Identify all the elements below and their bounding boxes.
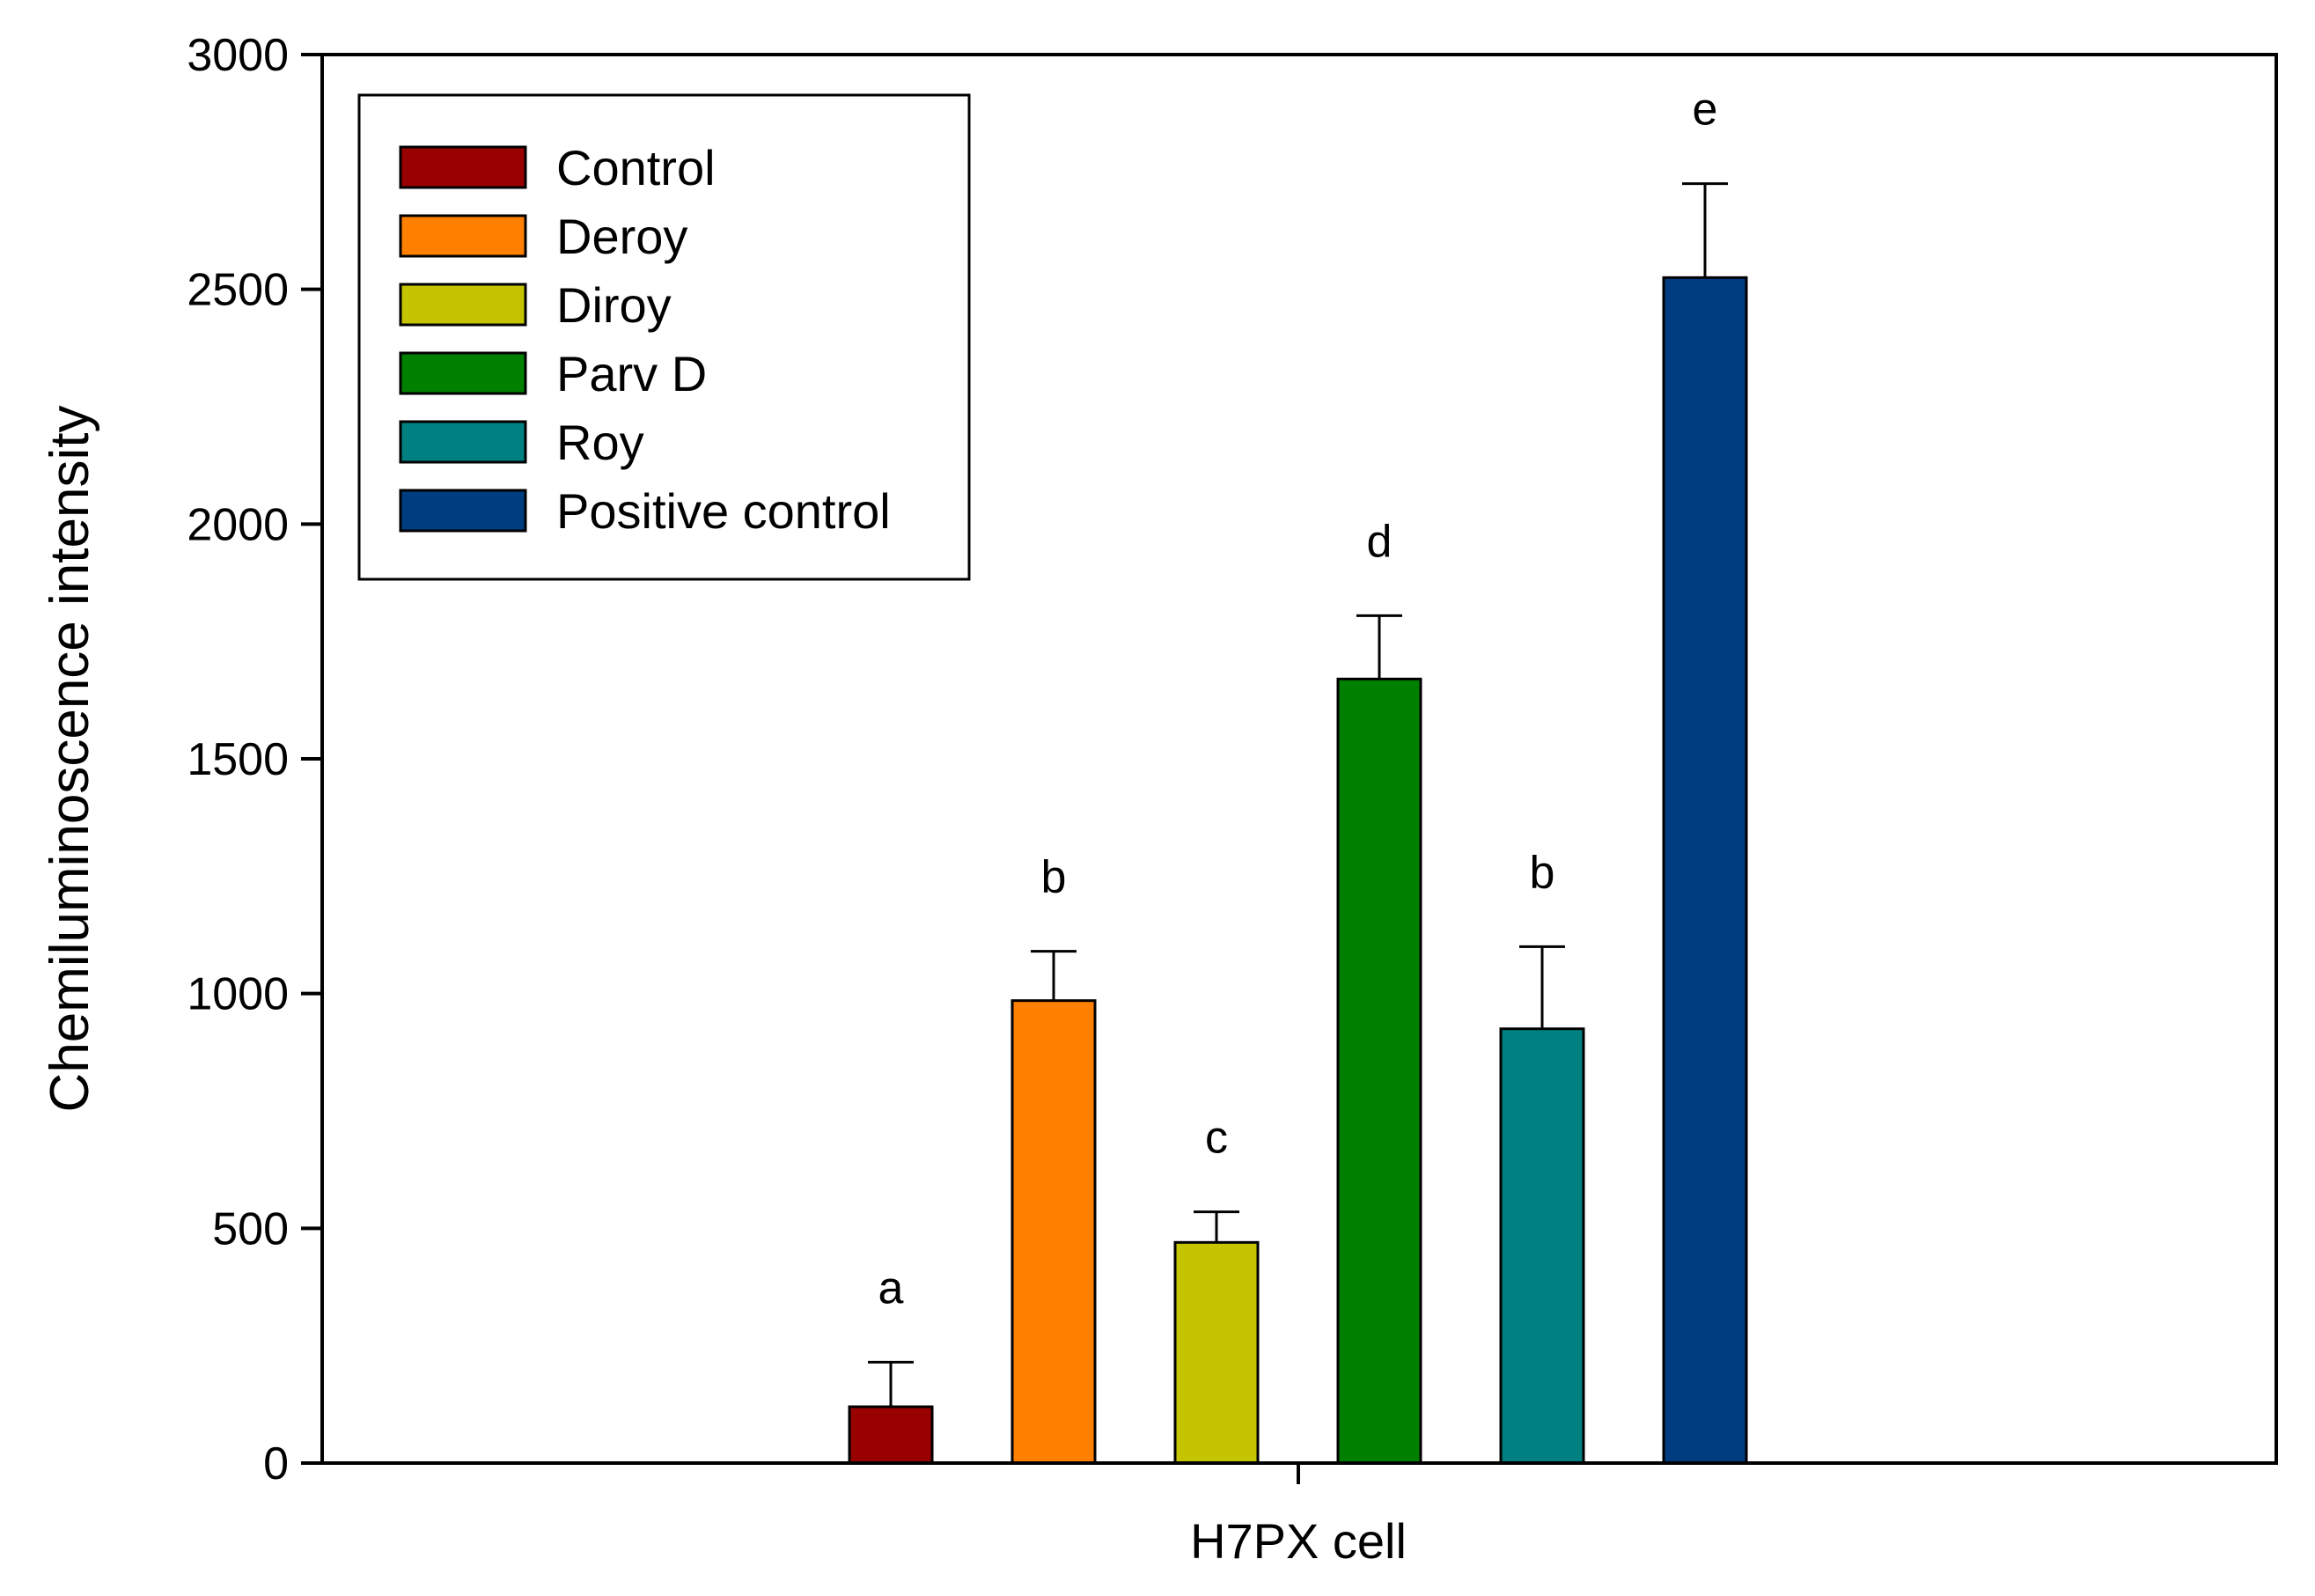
bar-deroy xyxy=(1011,999,1097,1465)
y-tick-label: 1500 xyxy=(187,734,289,785)
legend-label: Roy xyxy=(556,415,644,470)
significance-label: a xyxy=(878,1262,904,1313)
legend-swatch xyxy=(399,420,527,464)
legend-label: Diroy xyxy=(556,277,672,333)
y-tick-label: 1000 xyxy=(187,969,289,1020)
bar-roy xyxy=(1499,1027,1585,1465)
legend-swatch xyxy=(399,489,527,533)
legend-swatch xyxy=(399,283,527,327)
bar-parv-d xyxy=(1336,677,1422,1465)
y-tick-label: 3000 xyxy=(187,30,289,81)
legend-label: Positive control xyxy=(556,483,891,539)
legend-label: Control xyxy=(556,140,716,195)
y-axis-title: Chemiluminoscence intensity xyxy=(40,406,100,1113)
legend-label: Deroy xyxy=(556,209,687,264)
y-tick-label: 500 xyxy=(212,1203,289,1254)
legend: Control Deroy Diroy Parv D Roy Positive contr… xyxy=(357,93,971,581)
significance-label: b xyxy=(1530,847,1555,898)
legend-label: Parv D xyxy=(556,346,707,401)
y-axis: 0 500 1000 1500 2000 2500 3000 xyxy=(187,30,322,1489)
significance-label: c xyxy=(1205,1113,1228,1164)
y-tick-label: 2000 xyxy=(187,499,289,550)
bars xyxy=(848,276,1748,1465)
bar-control xyxy=(848,1405,934,1465)
legend-swatch xyxy=(399,214,527,258)
y-tick-label: 0 xyxy=(263,1438,289,1489)
significance-labels: a b c d b e xyxy=(878,85,1718,1314)
significance-label: e xyxy=(1693,85,1718,136)
error-bars xyxy=(868,182,1728,1407)
significance-label: d xyxy=(1367,516,1393,567)
y-tick-label: 2500 xyxy=(187,265,289,316)
legend-swatch xyxy=(399,145,527,189)
legend-swatch xyxy=(399,351,527,395)
x-axis-group-label: H7PX cell xyxy=(1190,1513,1407,1569)
bar-positive-control xyxy=(1662,276,1748,1465)
bar-diroy xyxy=(1173,1240,1260,1465)
significance-label: b xyxy=(1041,852,1067,903)
